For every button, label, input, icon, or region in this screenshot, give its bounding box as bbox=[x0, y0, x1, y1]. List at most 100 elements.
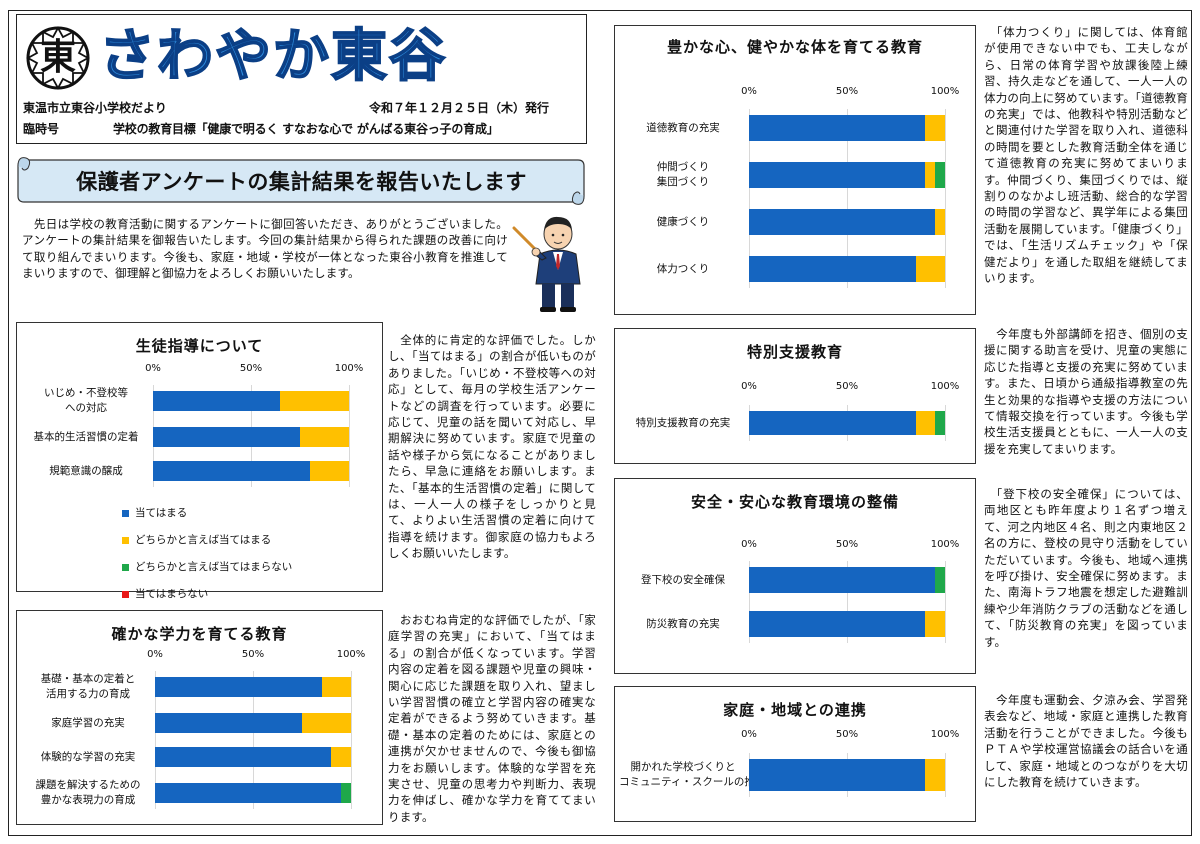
bar-segment bbox=[321, 677, 351, 697]
category-label: 登下校の安全確保 bbox=[641, 573, 725, 586]
legend-item: どちらかと言えば当てはまる bbox=[122, 532, 292, 547]
chart-gakuryoku: 確かな学力を育てる教育 0% 50% 100% 基礎・基本の定着と 活用する力の育成家… bbox=[16, 610, 383, 825]
chart-title: 特別支援教育 bbox=[746, 343, 843, 361]
tick-label: 100% bbox=[930, 729, 960, 740]
tick-label: 0% bbox=[147, 649, 163, 660]
bar-segment bbox=[935, 162, 945, 188]
legend-swatch bbox=[122, 563, 129, 571]
school-goal: 学校の教育目標「健康で明るく すなおな心で がんばる東谷っ子の育成」 bbox=[113, 122, 499, 136]
bar-row bbox=[749, 759, 945, 791]
bar-segment bbox=[925, 759, 945, 791]
tick-label: 50% bbox=[835, 729, 859, 740]
chart-tokubetsu: 特別支援教育 0% 50% 100% 特別支援教育の充実 bbox=[614, 328, 976, 464]
bar-segment bbox=[153, 461, 310, 481]
bar-segment bbox=[153, 427, 300, 447]
chart-title: 生徒指導について bbox=[135, 337, 264, 355]
report-banner: 保護者アンケートの集計結果を報告いたします bbox=[16, 150, 587, 210]
legend-label: どちらかと言えば当てはまらない bbox=[135, 561, 293, 573]
tick-label: 100% bbox=[334, 363, 364, 374]
bar-segment bbox=[749, 567, 936, 593]
gridline bbox=[351, 671, 352, 809]
bar-row bbox=[749, 611, 945, 637]
bar-segment bbox=[331, 747, 351, 767]
bar-segment bbox=[280, 391, 349, 411]
newsletter-title: さわやか東谷 bbox=[98, 23, 447, 90]
bar-segment bbox=[341, 783, 351, 803]
bar-row bbox=[749, 162, 945, 188]
katei-text: 今年度も運動会、夕涼み会、学習発表会など、地域・家庭と連携した教育活動を行うこと… bbox=[984, 693, 1188, 790]
bar-segment bbox=[915, 411, 936, 435]
legend-label: 当てはまらない bbox=[135, 588, 209, 600]
tick-label: 0% bbox=[145, 363, 161, 374]
yutaka-text: 「体力つくり」に関しては、体育館が使用できない中でも、工夫しながら、日常の体育学… bbox=[984, 25, 1188, 286]
bar-segment bbox=[749, 209, 936, 235]
chart-title: 確かな学力を育てる教育 bbox=[111, 625, 288, 643]
publisher: 東温市立東谷小学校だより bbox=[23, 101, 167, 115]
legend-swatch bbox=[122, 590, 129, 598]
gakuryoku-text: おおむね肯定的な評価でしたが、「家庭学習の充実」において、「当てはまる」の割合が… bbox=[388, 613, 596, 824]
chart-legend: 当てはまる どちらかと言えば当てはまる どちらかと言えば当てはまらない 当てはま… bbox=[122, 505, 292, 613]
category-label: 健康づくり bbox=[656, 215, 710, 228]
school-emblem bbox=[26, 26, 90, 90]
tick-label: 50% bbox=[835, 539, 859, 550]
gridline bbox=[945, 405, 946, 441]
legend-item: 当てはまる bbox=[122, 505, 292, 520]
category-label: 家庭学習の充実 bbox=[51, 716, 125, 729]
legend-label: どちらかと言えば当てはまる bbox=[135, 534, 272, 546]
category-label: 基礎・基本の定着と 活用する力の育成 bbox=[40, 673, 136, 700]
bar-segment bbox=[155, 677, 322, 697]
bar-row bbox=[155, 713, 351, 733]
bar-row bbox=[155, 783, 351, 803]
category-label: 体力つくり bbox=[656, 262, 710, 275]
bar-segment bbox=[155, 747, 332, 767]
page-frame bbox=[8, 10, 1192, 836]
legend-label: 当てはまる bbox=[135, 507, 188, 519]
legend-swatch bbox=[122, 536, 129, 544]
bar-segment bbox=[749, 611, 926, 637]
bar-segment bbox=[749, 256, 916, 282]
category-label: 防災教育の充実 bbox=[646, 617, 720, 630]
tick-label: 100% bbox=[336, 649, 366, 660]
chart-katei: 家庭・地域との連携 0% 50% 100% 開かれた学校づくりと コミュニティ・スクー… bbox=[614, 686, 976, 822]
chart-seito: 生徒指導について 0% 50% 100% いじめ・不登校等 への対応 基本的生活習慣の定… bbox=[16, 322, 383, 592]
legend-item: 当てはまらない bbox=[122, 586, 292, 601]
chart-anzen: 安全・安心な教育環境の整備 0% 50% 100% 登下校の安全確保 防災教育の充実 bbox=[614, 478, 976, 674]
seito-text: 全体的に肯定的な評価でした。しかし、「当てはまる」の割合が低いものがありました。… bbox=[388, 333, 596, 561]
bar-row bbox=[749, 411, 945, 435]
tick-label: 0% bbox=[741, 729, 757, 740]
bar-row bbox=[749, 256, 945, 282]
gridline bbox=[749, 109, 750, 288]
legend-swatch bbox=[122, 509, 129, 517]
tick-label: 0% bbox=[741, 86, 757, 97]
bar-segment bbox=[935, 209, 945, 235]
category-label: 基本的生活習慣の定着 bbox=[33, 430, 139, 443]
bar-segment bbox=[925, 115, 945, 141]
bar-segment bbox=[749, 759, 926, 791]
gridline bbox=[847, 109, 848, 288]
tick-label: 100% bbox=[930, 539, 960, 550]
tick-label: 50% bbox=[239, 363, 263, 374]
chart-yutaka: 豊かな心、健やかな体を育てる教育 0% 50% 100% 道徳教育の充実 仲間づくり 集… bbox=[614, 25, 976, 315]
tick-label: 100% bbox=[930, 86, 960, 97]
gridline bbox=[847, 561, 848, 643]
bar-segment bbox=[925, 162, 936, 188]
bar-segment bbox=[749, 115, 926, 141]
masthead: 東 さわやか東谷 東温市立東谷小学校だより 令和７年１２月２５日（木）発行 臨時… bbox=[16, 14, 587, 144]
gridline bbox=[945, 561, 946, 643]
gridline bbox=[349, 385, 350, 487]
chart-title: 安全・安心な教育環境の整備 bbox=[690, 493, 899, 511]
bar-segment bbox=[935, 567, 945, 593]
bar-segment bbox=[302, 713, 351, 733]
bar-segment bbox=[309, 461, 349, 481]
legend-item: どちらかと言えば当てはまらない bbox=[122, 559, 292, 574]
bar-row bbox=[155, 677, 351, 697]
bar-row bbox=[749, 115, 945, 141]
gridline bbox=[945, 753, 946, 797]
bar-row bbox=[153, 427, 349, 447]
bar-row bbox=[749, 209, 945, 235]
anzen-text: 「登下校の安全確保」については、両地区とも昨年度より１名ずつ増えて、河之内地区４… bbox=[984, 487, 1188, 649]
bar-segment bbox=[749, 411, 916, 435]
gridline bbox=[749, 561, 750, 643]
bar-row bbox=[749, 567, 945, 593]
bar-row bbox=[153, 391, 349, 411]
